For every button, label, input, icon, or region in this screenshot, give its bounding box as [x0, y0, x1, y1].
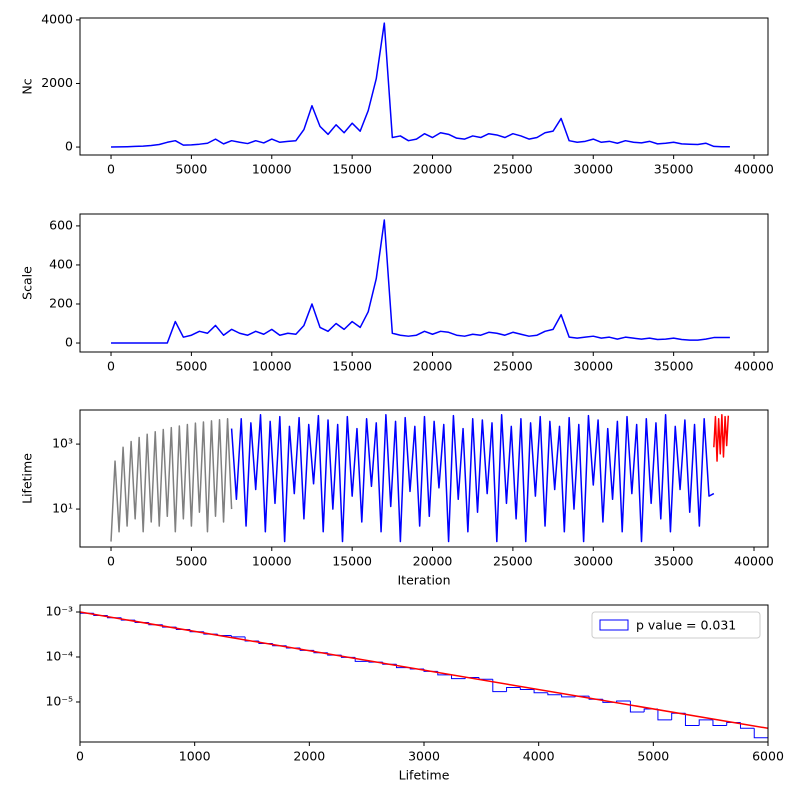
x-tick-label: 0 — [107, 162, 115, 177]
plot-area — [111, 22, 730, 148]
axes-frame — [79, 409, 769, 548]
y-tick-label: 10¹ — [52, 501, 73, 516]
y-tick-label: 10⁻⁴ — [45, 648, 73, 663]
y-tick-label: 600 — [49, 217, 73, 232]
data-line — [713, 414, 730, 462]
fit-line — [80, 611, 768, 730]
x-tick-label: 25000 — [493, 554, 533, 569]
x-tick-label: 35000 — [654, 162, 694, 177]
x-tick-label: 15000 — [332, 162, 372, 177]
x-tick-label: 5000 — [175, 359, 207, 374]
x-tick-label: 35000 — [654, 359, 694, 374]
y-tick-label: 200 — [49, 295, 73, 310]
histogram-bin — [533, 689, 548, 694]
x-tick-label: 40000 — [734, 359, 774, 374]
plot-area — [111, 219, 730, 344]
x-tick-label: 30000 — [573, 554, 613, 569]
histogram-bin — [478, 677, 493, 680]
x-tick-label: 20000 — [413, 162, 453, 177]
histogram-bin — [80, 612, 94, 742]
x-tick-label: 30000 — [573, 359, 613, 374]
histogram-bin — [519, 687, 535, 690]
x-tick-label: 0 — [107, 554, 115, 569]
y-axis-label: Nc — [20, 78, 35, 94]
legend-box — [591, 611, 761, 639]
histogram-bin — [684, 713, 700, 727]
x-tick-label: 6000 — [752, 749, 784, 764]
x-tick-label: 4000 — [523, 749, 555, 764]
histogram-bin — [712, 719, 727, 727]
legend-swatch — [599, 619, 629, 631]
x-tick-label: 40000 — [734, 554, 774, 569]
x-tick-label: 20000 — [413, 359, 453, 374]
y-tick-label: 4000 — [41, 11, 73, 26]
x-tick-label: 5000 — [175, 554, 207, 569]
data-line — [110, 418, 233, 542]
x-tick-label: 3000 — [408, 749, 440, 764]
y-tick-label: 0 — [65, 335, 73, 350]
histogram-bin — [547, 692, 562, 696]
axes-frame — [79, 604, 769, 743]
histogram-bin — [506, 686, 521, 692]
x-axis-label: Lifetime — [399, 768, 450, 783]
x-tick-label: 25000 — [493, 359, 533, 374]
x-tick-label: 10000 — [252, 359, 292, 374]
x-tick-label: 2000 — [293, 749, 325, 764]
x-tick-label: 40000 — [734, 162, 774, 177]
y-tick-label: 2000 — [41, 75, 73, 90]
legend-label: p value = 0.031 — [636, 618, 736, 633]
data-line — [230, 414, 715, 543]
histogram-bin — [753, 728, 768, 742]
histogram-bin — [657, 708, 672, 721]
x-tick-label: 30000 — [573, 162, 613, 177]
plot-area — [110, 414, 730, 543]
histogram-bin — [616, 700, 631, 703]
x-tick-label: 20000 — [413, 554, 453, 569]
x-tick-label: 1000 — [179, 749, 211, 764]
y-axis-label: Scale — [20, 266, 35, 300]
x-tick-label: 5000 — [175, 162, 207, 177]
y-tick-label: 400 — [49, 256, 73, 271]
x-tick-label: 10000 — [252, 554, 292, 569]
histogram-bin — [739, 722, 755, 729]
x-tick-label: 0 — [107, 359, 115, 374]
axes-frame — [79, 213, 769, 353]
x-tick-label: 35000 — [654, 554, 694, 569]
x-tick-label: 0 — [76, 749, 84, 764]
axes-frame — [79, 17, 769, 156]
x-axis-label: Iteration — [397, 573, 450, 588]
x-tick-label: 5000 — [637, 749, 669, 764]
x-tick-label: 25000 — [493, 162, 533, 177]
y-tick-label: 10³ — [52, 436, 73, 451]
histogram-bin — [451, 674, 466, 680]
histogram-bin — [492, 679, 507, 693]
data-line — [111, 219, 730, 344]
y-axis-label: Lifetime — [20, 453, 35, 504]
y-tick-label: 10⁻³ — [45, 603, 73, 618]
histogram-bin — [230, 635, 246, 638]
x-tick-label: 15000 — [332, 554, 372, 569]
histogram-bin — [698, 719, 713, 726]
x-tick-label: 10000 — [252, 162, 292, 177]
x-tick-label: 15000 — [332, 359, 372, 374]
data-line — [111, 22, 730, 148]
y-tick-label: 0 — [65, 139, 73, 154]
y-tick-label: 10⁻⁵ — [45, 693, 73, 708]
histogram-bin — [561, 694, 576, 698]
plot-area — [80, 611, 768, 742]
